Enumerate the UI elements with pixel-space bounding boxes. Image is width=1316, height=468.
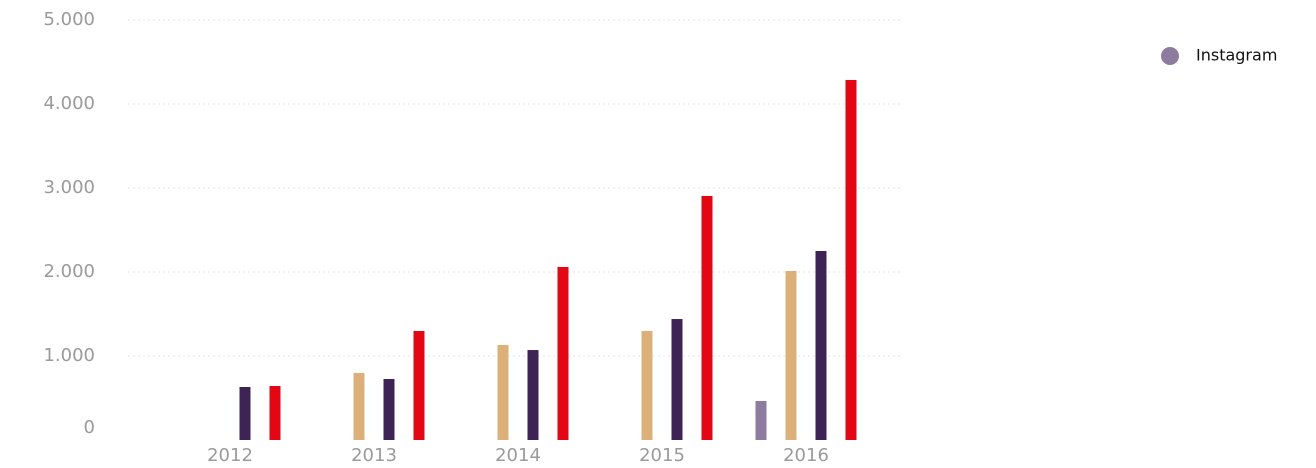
bar (557, 266, 569, 440)
bar (755, 401, 767, 440)
x-tick-label: 2014 (495, 445, 541, 466)
bar (413, 330, 425, 440)
bar (353, 372, 365, 440)
bar (701, 195, 713, 440)
legend-swatch (1161, 47, 1179, 65)
x-tick-label: 2012 (207, 445, 253, 466)
bar (845, 79, 857, 440)
bar (383, 379, 395, 440)
bar (785, 270, 797, 440)
bar (497, 344, 509, 440)
legend-label: Instagram (1196, 46, 1277, 65)
bar (671, 319, 683, 440)
y-tick-label: 4.000 (43, 93, 95, 114)
x-tick-label: 2016 (783, 445, 829, 466)
y-tick-label: 1.000 (43, 345, 95, 366)
bar (641, 330, 653, 440)
y-tick-label: 2.000 (43, 261, 95, 282)
y-tick-label: 0 (84, 417, 95, 438)
bar (269, 385, 281, 440)
bar (815, 251, 827, 440)
x-tick-label: 2013 (351, 445, 397, 466)
bar (527, 350, 539, 440)
y-tick-label: 3.000 (43, 177, 95, 198)
y-tick-label: 5.000 (43, 9, 95, 30)
bar (239, 386, 251, 440)
x-tick-label: 2015 (639, 445, 685, 466)
